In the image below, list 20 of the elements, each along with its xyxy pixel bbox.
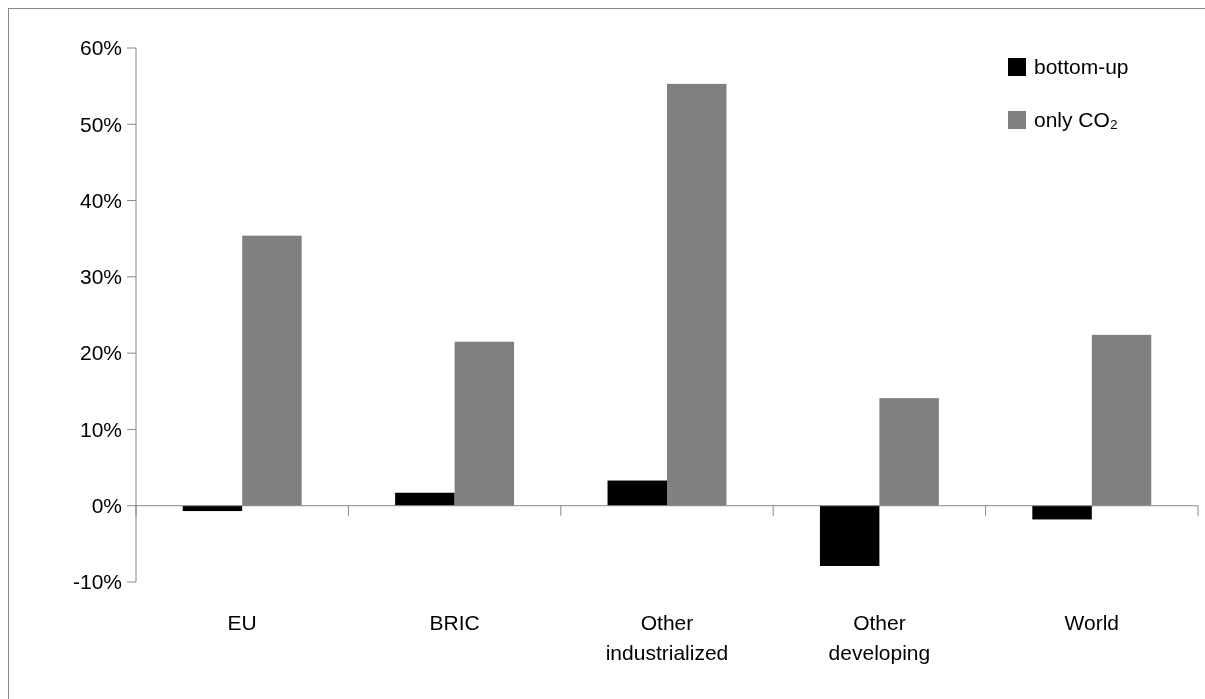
bar (1032, 505, 1092, 520)
x-tick-label: BRIC (429, 611, 480, 634)
y-tick-label: -10% (72, 570, 122, 594)
x-tick-label: World (1064, 611, 1120, 634)
bar (819, 505, 880, 566)
y-tick-label: 30% (79, 265, 122, 289)
y-tick-label: 20% (79, 341, 122, 365)
bar (182, 505, 243, 512)
bar (395, 492, 455, 506)
y-tick-label: 10% (79, 417, 122, 441)
bar (607, 480, 667, 506)
x-tick-label: EU (227, 611, 257, 634)
y-tick-label: 40% (79, 188, 122, 212)
y-tick-label: 50% (79, 112, 122, 136)
x-tick-label: Other developing (828, 611, 931, 664)
y-tick-label: 60% (79, 36, 122, 60)
legend-label: only CO₂ (1034, 108, 1119, 132)
y-tick-label: 0% (91, 494, 122, 518)
x-tick-label: Other industrialized (605, 611, 729, 664)
legend-label: bottom-up (1034, 55, 1129, 79)
